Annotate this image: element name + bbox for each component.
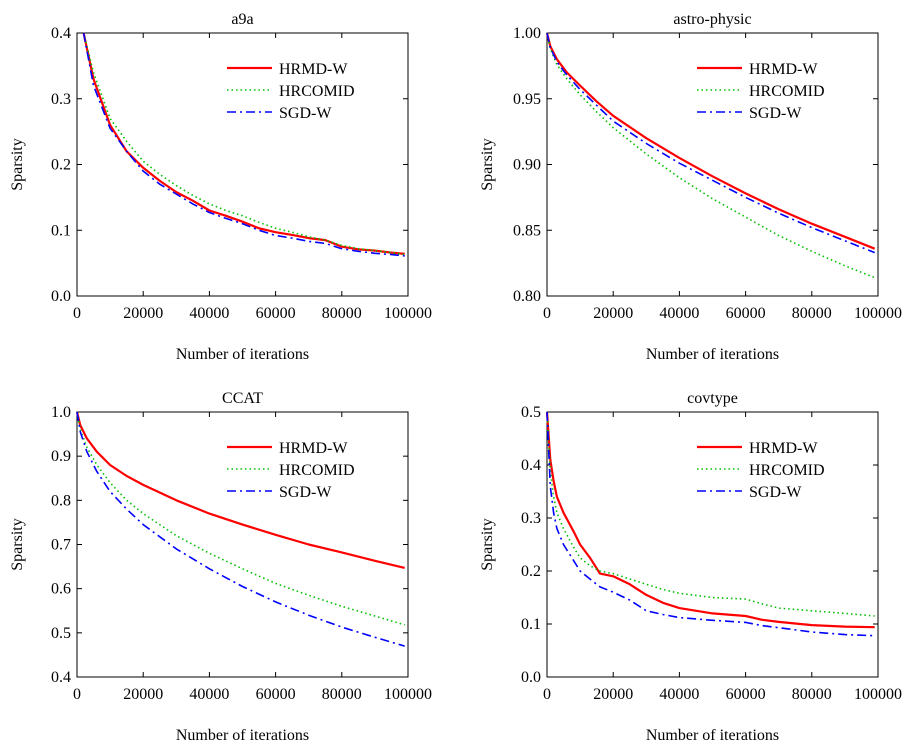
y-tick-label: 0.0 (51, 288, 71, 305)
chart-title: CCAT (222, 390, 263, 407)
x-tick-label: 60000 (256, 305, 296, 322)
series-line-hrmd-w (545, 411, 875, 629)
y-tick-label: 0.80 (513, 288, 541, 305)
y-tick-label: 0.0 (521, 669, 541, 686)
y-tick-label: 1.0 (51, 404, 71, 421)
chart-title: covtype (687, 390, 738, 407)
y-tick-label: 0.1 (51, 222, 71, 239)
legend-label: HRCOMID (279, 83, 355, 100)
plot-frame (76, 32, 409, 297)
x-tick-label: 80000 (322, 686, 362, 703)
x-tick-label: 100000 (854, 686, 902, 703)
series-line-hrcomid (546, 411, 875, 617)
x-tick-label: 40000 (659, 686, 699, 703)
x-tick-label: 20000 (123, 305, 163, 322)
series-line-sgd-w (546, 411, 875, 637)
y-tick-label: 0.85 (513, 222, 541, 239)
chart-panel-0: 0 20000 40000 60000 80000 100000 0.0 0.1 0.2 0.3 0… (9, 11, 432, 363)
series-line-hrmd-w (82, 32, 405, 255)
y-axis-label: Sparsity (9, 138, 26, 190)
chart-panel-2: 0 20000 40000 60000 80000 100000 0.4 0.5 0.6 0.7 0… (9, 390, 432, 744)
legend-label: SGD-W (279, 105, 332, 122)
series-line-sgd-w (82, 32, 405, 257)
x-tick-label: 0 (543, 305, 551, 322)
y-tick-label: 0.2 (521, 563, 541, 580)
y-tick-label: 1.00 (513, 25, 541, 42)
legend-label: HRMD-W (749, 61, 818, 78)
plot-frame (546, 411, 879, 678)
x-tick-label: 60000 (256, 686, 296, 703)
plot-frame (76, 411, 409, 678)
legend-label: HRCOMID (279, 462, 355, 479)
y-axis-label: Sparsity (479, 518, 496, 570)
series-line-hrcomid (82, 32, 405, 256)
x-tick-label: 80000 (792, 686, 832, 703)
x-tick-label: 100000 (384, 686, 432, 703)
legend-label: SGD-W (749, 105, 802, 122)
x-tick-label: 80000 (792, 305, 832, 322)
y-tick-label: 0.9 (51, 448, 71, 465)
y-axis-label: Sparsity (9, 518, 26, 570)
legend-label: HRMD-W (749, 440, 818, 457)
chart-panel-1: 0 20000 40000 60000 80000 100000 0.80 0.85 0.90 0… (479, 11, 902, 363)
chart-panel-3: 0 20000 40000 60000 80000 100000 0.0 0.1 0.2 0.3 0… (479, 390, 902, 744)
x-tick-label: 40000 (659, 305, 699, 322)
plot-frame (546, 32, 879, 297)
x-tick-label: 0 (73, 686, 81, 703)
x-tick-label: 100000 (384, 305, 432, 322)
y-tick-label: 0.3 (521, 510, 541, 527)
x-tick-label: 40000 (189, 305, 229, 322)
y-tick-label: 0.4 (51, 25, 71, 42)
legend-label: HRCOMID (749, 83, 825, 100)
y-tick-label: 0.7 (51, 537, 71, 554)
x-tick-label: 60000 (726, 305, 766, 322)
x-axis-label: Number of iterations (646, 346, 779, 363)
series-line-hrcomid (76, 411, 405, 626)
legend-label: HRMD-W (279, 61, 348, 78)
y-tick-label: 0.5 (521, 404, 541, 421)
series-line-hrmd-w (545, 32, 876, 250)
x-tick-label: 0 (73, 305, 81, 322)
legend-label: HRCOMID (749, 462, 825, 479)
y-tick-label: 0.3 (51, 91, 71, 108)
x-tick-label: 100000 (854, 305, 902, 322)
legend-label: SGD-W (749, 484, 802, 501)
series-line-hrcomid (546, 32, 875, 279)
y-tick-label: 0.90 (513, 157, 541, 174)
legend-label: SGD-W (279, 484, 332, 501)
y-axis-label: Sparsity (479, 138, 496, 190)
y-tick-label: 0.5 (51, 625, 71, 642)
y-tick-label: 0.95 (513, 91, 541, 108)
series-line-hrmd-w (75, 411, 405, 569)
series-line-sgd-w (76, 411, 405, 647)
x-axis-label: Number of iterations (646, 727, 779, 744)
series-line-sgd-w (546, 32, 875, 254)
y-tick-label: 0.1 (521, 616, 541, 633)
x-tick-label: 20000 (123, 686, 163, 703)
x-tick-label: 60000 (726, 686, 766, 703)
x-tick-label: 40000 (189, 686, 229, 703)
x-tick-label: 20000 (593, 686, 633, 703)
y-tick-label: 0.6 (51, 581, 71, 598)
y-tick-label: 0.2 (51, 157, 71, 174)
legend-label: HRMD-W (279, 440, 348, 457)
chart-title: astro-physic (673, 11, 751, 28)
x-tick-label: 20000 (593, 305, 633, 322)
x-tick-label: 80000 (322, 305, 362, 322)
x-axis-label: Number of iterations (176, 727, 309, 744)
x-tick-label: 0 (543, 686, 551, 703)
y-tick-label: 0.4 (51, 669, 71, 686)
y-tick-label: 0.8 (51, 492, 71, 509)
chart-title: a9a (231, 11, 253, 28)
y-tick-label: 0.4 (521, 457, 541, 474)
x-axis-label: Number of iterations (176, 346, 309, 363)
